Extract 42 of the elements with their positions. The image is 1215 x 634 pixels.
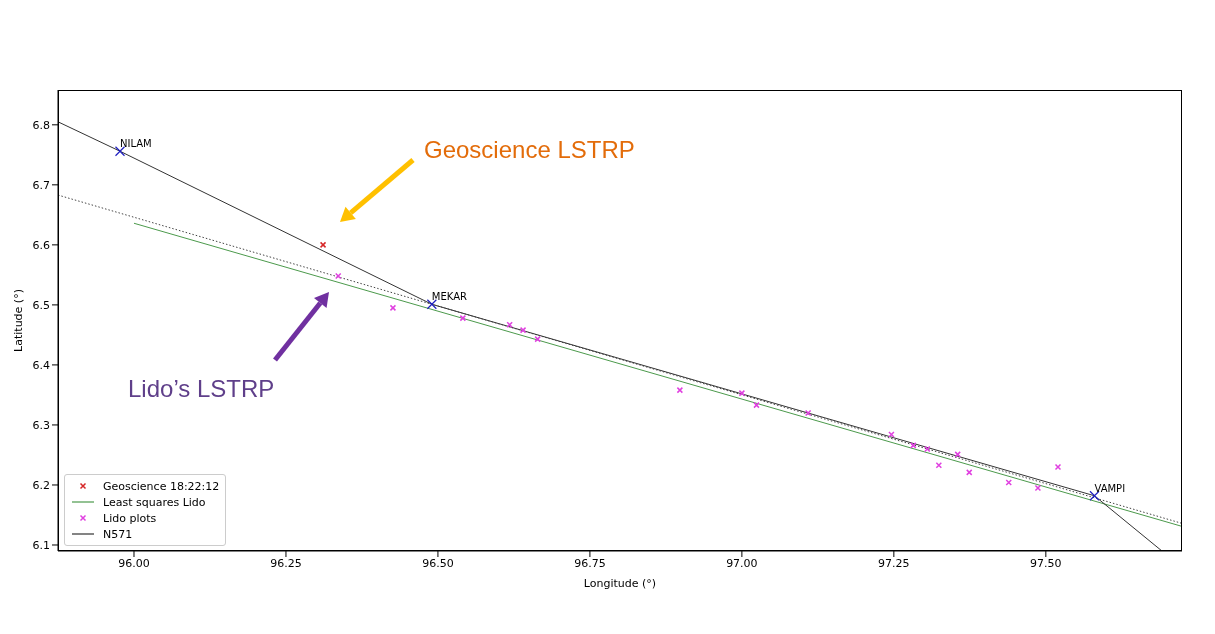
x-tick-label: 97.50 — [1030, 556, 1062, 570]
annotation: VAMPI — [1094, 482, 1126, 494]
x-tick-label: 96.00 — [118, 556, 150, 570]
point — [389, 304, 397, 312]
annotation: NILAM — [120, 138, 152, 150]
x-tick-label: 96.50 — [422, 556, 454, 570]
legend-label: N571 — [103, 527, 133, 541]
y-tick-label: 6.4 — [32, 358, 50, 372]
x-tick-label: 97.25 — [878, 556, 910, 570]
x-tick-label: 96.25 — [270, 556, 302, 570]
point — [426, 299, 437, 310]
y-tick-label: 6.3 — [32, 418, 50, 432]
point — [1034, 484, 1042, 492]
point — [935, 461, 943, 469]
legend-label: Geoscience 18:22:12 — [103, 479, 220, 493]
point — [910, 442, 917, 449]
y-tick-label: 6.6 — [32, 238, 50, 252]
point — [459, 314, 467, 322]
point — [738, 389, 746, 397]
x-tick-label: 96.75 — [574, 556, 606, 570]
annotation: Lido’s LSTRP — [128, 375, 275, 402]
y-tick-label: 6.1 — [32, 538, 50, 552]
point — [888, 431, 895, 438]
y-axis-title: Latitude (°) — [11, 289, 25, 352]
annotation: Geoscience LSTRP — [424, 136, 635, 163]
point — [114, 146, 126, 157]
point — [519, 326, 527, 334]
point — [1054, 463, 1062, 471]
point — [676, 386, 684, 394]
y-tick-label: 6.5 — [32, 298, 50, 312]
y-tick-label: 6.2 — [32, 478, 50, 492]
annotation: MEKAR — [431, 291, 468, 303]
legend-label: Least squares Lido — [103, 495, 206, 509]
point — [506, 321, 513, 328]
x-tick-label: 97.00 — [726, 556, 758, 570]
point — [954, 451, 961, 458]
line-series — [58, 121, 1163, 551]
y-tick-label: 6.7 — [32, 178, 50, 192]
legend-label: Lido plots — [103, 511, 157, 525]
x-axis-title: Longitude (°) — [583, 577, 657, 590]
point — [1089, 490, 1100, 501]
y-tick-label: 6.8 — [32, 118, 50, 132]
